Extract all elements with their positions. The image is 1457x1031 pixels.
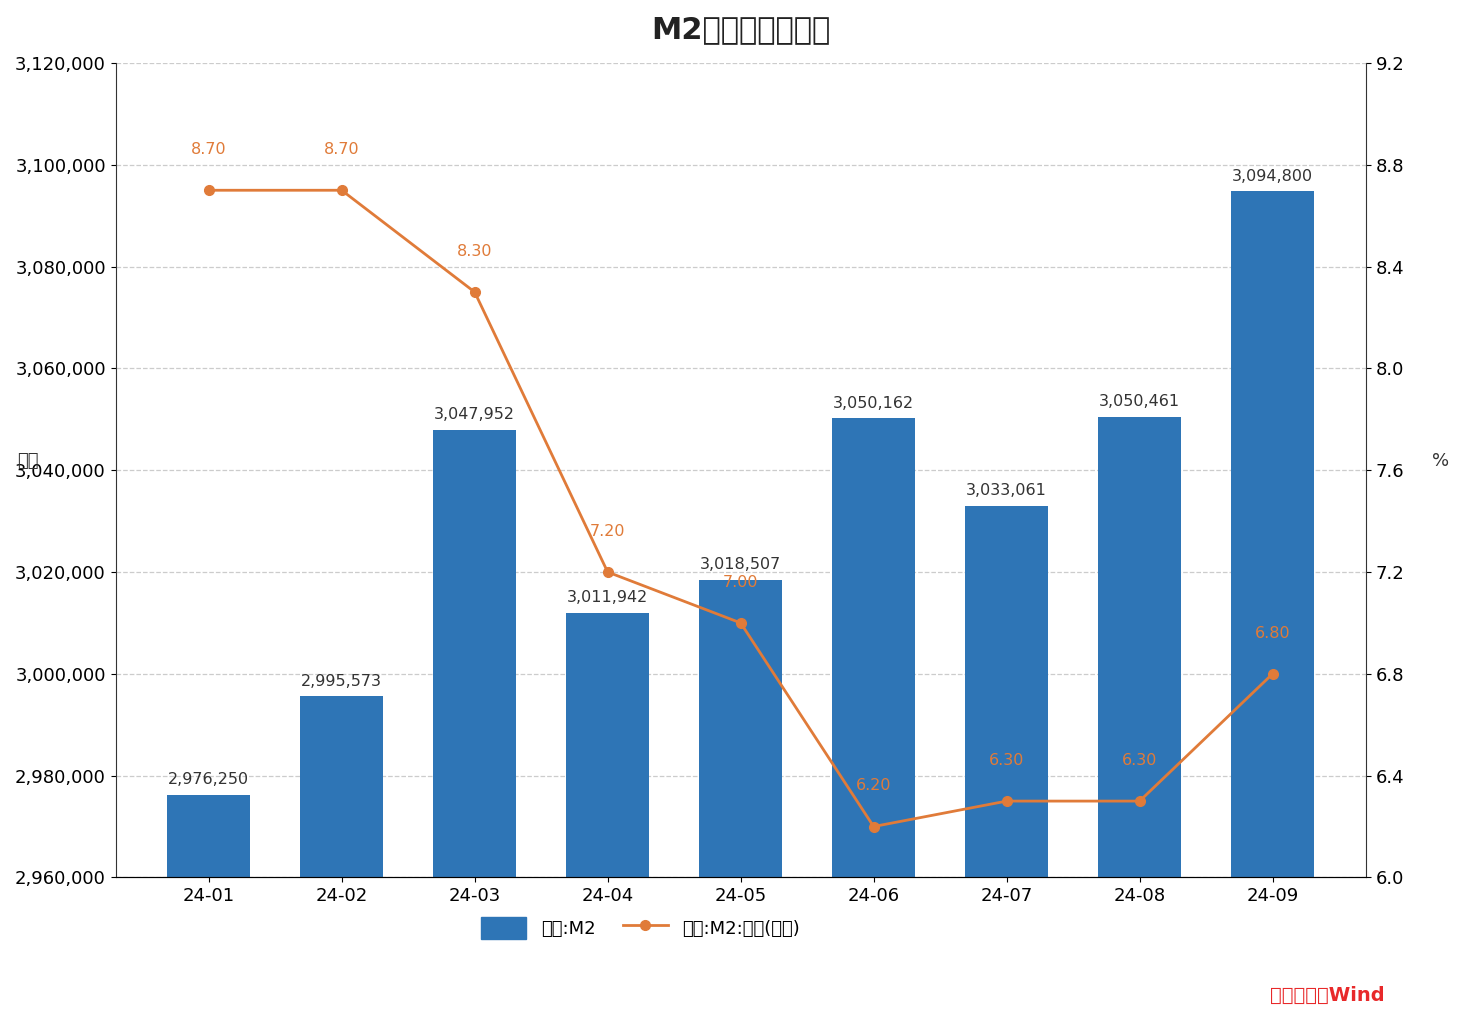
Text: 3,050,162: 3,050,162 bbox=[833, 396, 914, 411]
Text: 8.30: 8.30 bbox=[457, 244, 492, 259]
Y-axis label: %: % bbox=[1432, 453, 1450, 470]
中国:M2:同比(右轴) bbox=[731, 617, 749, 629]
Legend: 中国:M2, 中国:M2:同比(右轴): 中国:M2, 中国:M2:同比(右轴) bbox=[474, 909, 807, 945]
Text: 2,995,573: 2,995,573 bbox=[302, 673, 382, 689]
Bar bbox=[1231, 192, 1314, 1031]
中国:M2:同比(右轴) bbox=[466, 286, 484, 298]
Text: 3,018,507: 3,018,507 bbox=[699, 557, 781, 572]
Bar bbox=[300, 696, 383, 1031]
Bar bbox=[966, 505, 1048, 1031]
Text: 6.80: 6.80 bbox=[1254, 626, 1291, 640]
Text: 数据来源：Wind: 数据来源：Wind bbox=[1269, 987, 1384, 1005]
Text: 3,011,942: 3,011,942 bbox=[567, 591, 648, 605]
Y-axis label: 亿元: 亿元 bbox=[17, 453, 39, 470]
Bar bbox=[433, 430, 516, 1031]
中国:M2:同比(右轴) bbox=[200, 185, 217, 197]
Text: 3,050,461: 3,050,461 bbox=[1099, 394, 1180, 409]
中国:M2:同比(右轴) bbox=[998, 795, 1016, 807]
Text: 6.30: 6.30 bbox=[1122, 753, 1157, 768]
Text: 7.20: 7.20 bbox=[590, 524, 625, 539]
Text: 3,094,800: 3,094,800 bbox=[1233, 169, 1313, 184]
Bar bbox=[699, 579, 782, 1031]
中国:M2:同比(右轴) bbox=[599, 566, 616, 578]
Bar bbox=[168, 795, 251, 1031]
Text: 6.30: 6.30 bbox=[989, 753, 1024, 768]
Bar bbox=[1099, 417, 1180, 1031]
Bar bbox=[567, 613, 648, 1031]
Line: 中国:M2:同比(右轴): 中国:M2:同比(右轴) bbox=[204, 186, 1278, 831]
Text: 6.20: 6.20 bbox=[855, 778, 892, 794]
Text: 7.00: 7.00 bbox=[723, 575, 759, 590]
Title: M2数据及变化情况: M2数据及变化情况 bbox=[651, 15, 830, 44]
中国:M2:同比(右轴) bbox=[334, 185, 351, 197]
Text: 8.70: 8.70 bbox=[323, 142, 360, 157]
Text: 2,976,250: 2,976,250 bbox=[168, 772, 249, 787]
Text: 8.70: 8.70 bbox=[191, 142, 226, 157]
Bar bbox=[832, 419, 915, 1031]
Text: 3,033,061: 3,033,061 bbox=[966, 483, 1048, 498]
中国:M2:同比(右轴) bbox=[1131, 795, 1148, 807]
中国:M2:同比(右轴) bbox=[1263, 668, 1281, 680]
Text: 3,047,952: 3,047,952 bbox=[434, 407, 516, 422]
中国:M2:同比(右轴) bbox=[865, 821, 883, 833]
